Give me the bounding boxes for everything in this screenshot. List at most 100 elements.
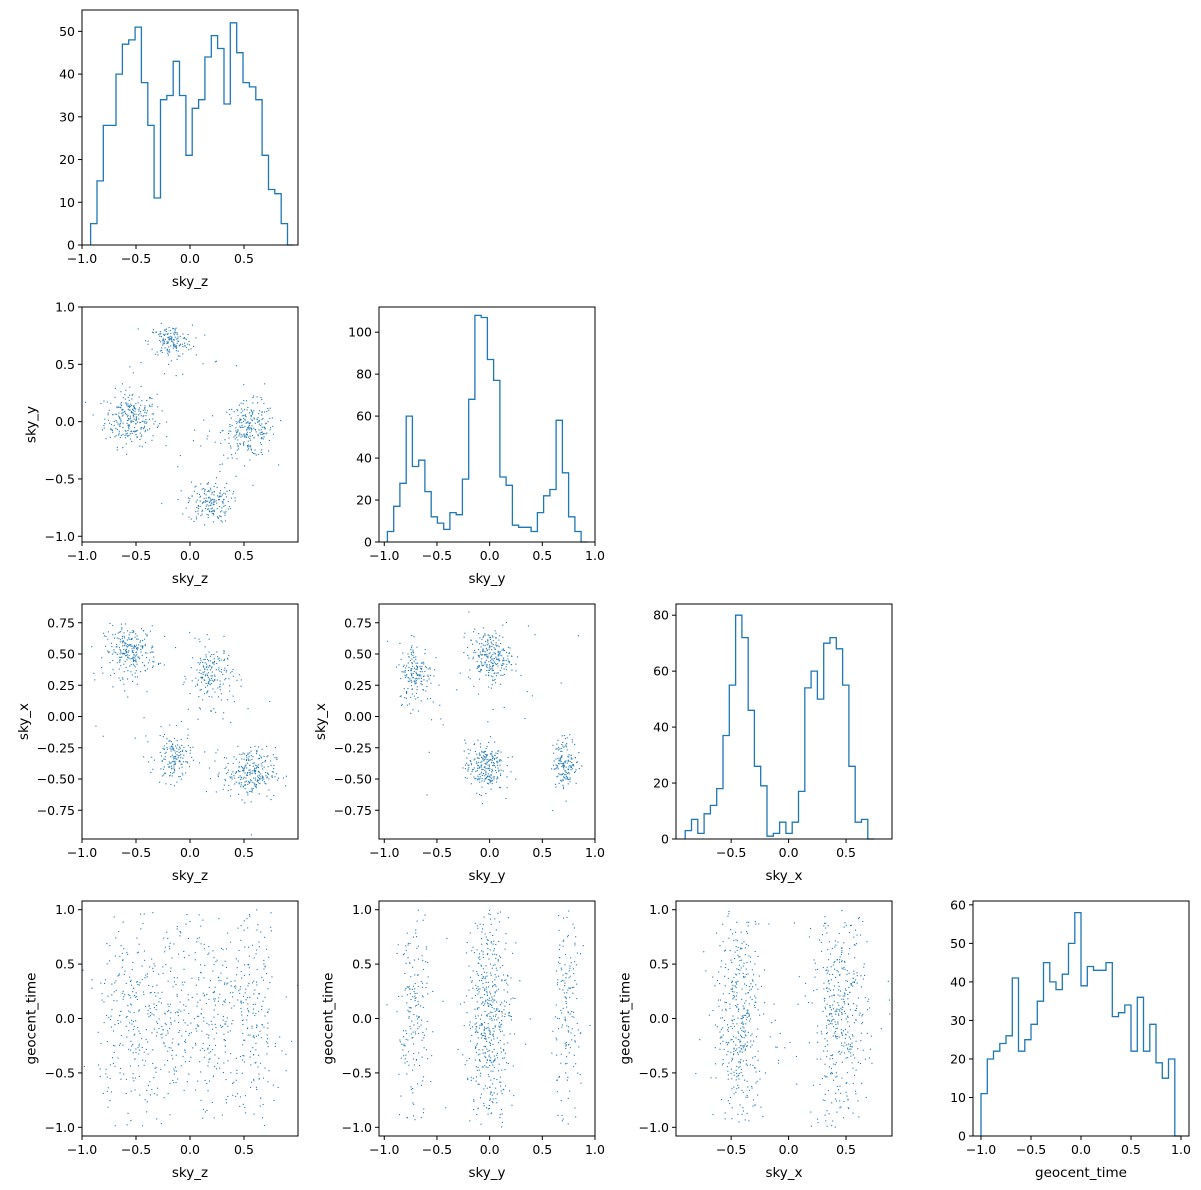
scatter-point xyxy=(217,517,219,519)
scatter-point xyxy=(479,1060,481,1062)
scatter-point xyxy=(223,1033,225,1035)
scatter-point xyxy=(479,923,481,925)
scatter-point xyxy=(743,962,745,964)
scatter-point xyxy=(749,961,751,963)
scatter-point xyxy=(419,674,421,676)
scatter-point xyxy=(502,1057,504,1059)
scatter-point xyxy=(490,777,492,779)
scatter-point xyxy=(244,426,246,428)
scatter-point xyxy=(115,980,117,982)
scatter-point xyxy=(565,744,567,746)
scatter-point xyxy=(151,1013,153,1015)
scatter-point xyxy=(482,757,484,759)
scatter-point xyxy=(489,664,491,666)
scatter-point xyxy=(127,435,129,437)
scatter-point xyxy=(214,1023,216,1025)
scatter-point xyxy=(493,763,495,765)
scatter-point xyxy=(485,986,487,988)
scatter-point xyxy=(843,1101,845,1103)
scatter-point xyxy=(481,1066,483,1068)
scatter-point xyxy=(814,976,816,978)
scatter-point xyxy=(188,1060,190,1062)
scatter-point xyxy=(236,436,238,438)
scatter-point xyxy=(217,495,219,497)
scatter-point xyxy=(495,752,497,754)
scatter-point xyxy=(212,504,214,506)
scatter-point xyxy=(133,631,135,633)
scatter-point xyxy=(480,670,482,672)
scatter-point xyxy=(227,932,229,934)
scatter-point xyxy=(483,1004,485,1006)
scatter-point xyxy=(255,1042,257,1044)
scatter-point xyxy=(477,1031,479,1033)
scatter-point xyxy=(410,680,412,682)
scatter-point xyxy=(486,762,488,764)
scatter-point xyxy=(260,773,262,775)
scatter-point xyxy=(207,483,209,485)
scatter-point xyxy=(430,697,432,699)
scatter-point xyxy=(129,409,131,411)
scatter-point xyxy=(847,1031,849,1033)
scatter-point xyxy=(190,348,192,350)
scatter-point xyxy=(238,766,240,768)
scatter-point xyxy=(125,643,127,645)
scatter-point xyxy=(261,431,263,433)
scatter-point xyxy=(486,1059,488,1061)
scatter-point xyxy=(169,1017,171,1019)
scatter-point xyxy=(560,1053,562,1055)
scatter-point xyxy=(215,961,217,963)
scatter-point xyxy=(572,968,574,970)
scatter-point xyxy=(559,988,561,990)
scatter-point xyxy=(205,686,207,688)
scatter-point xyxy=(255,1049,257,1051)
scatter-point xyxy=(827,1044,829,1046)
y-tick-label: −0.50 xyxy=(37,772,75,787)
scatter-point xyxy=(486,754,488,756)
scatter-point xyxy=(475,1051,477,1053)
scatter-point xyxy=(211,1049,213,1051)
scatter-point xyxy=(534,634,536,636)
scatter-point xyxy=(256,396,258,398)
scatter-point xyxy=(138,658,140,660)
scatter-point xyxy=(199,662,201,664)
scatter-point xyxy=(400,1057,402,1059)
scatter-point xyxy=(746,1016,748,1018)
scatter-point xyxy=(205,667,207,669)
scatter-point xyxy=(473,952,475,954)
scatter-point xyxy=(259,993,261,995)
scatter-point xyxy=(280,420,282,422)
scatter-point xyxy=(194,952,196,954)
scatter-point xyxy=(146,400,148,402)
scatter-point xyxy=(831,995,833,997)
scatter-point xyxy=(260,429,262,431)
scatter-point xyxy=(126,1016,128,1018)
scatter-point xyxy=(200,515,202,517)
scatter-point xyxy=(183,1089,185,1091)
scatter-point xyxy=(190,1022,192,1024)
scatter-point xyxy=(210,500,212,502)
scatter-point xyxy=(169,724,171,726)
scatter-point xyxy=(241,977,243,979)
scatter-point xyxy=(719,1037,721,1039)
scatter-point xyxy=(162,340,164,342)
scatter-point xyxy=(250,1050,252,1052)
scatter-point xyxy=(125,666,127,668)
scatter-point xyxy=(486,972,488,974)
scatter-point xyxy=(506,776,508,778)
scatter-point xyxy=(140,648,142,650)
panel-scatter-sky_y-sky_x: −1.0 −0.5 0.0 0.5 1.0−0.75−0.50−0.250.000.25… xyxy=(313,603,605,884)
scatter-point xyxy=(148,984,150,986)
scatter-point xyxy=(251,425,253,427)
scatter-point xyxy=(135,418,137,420)
scatter-point xyxy=(491,755,493,757)
scatter-point xyxy=(126,646,128,648)
scatter-point xyxy=(417,909,419,911)
scatter-point xyxy=(420,683,422,685)
scatter-point xyxy=(229,776,231,778)
scatter-point xyxy=(121,635,123,637)
scatter-point xyxy=(175,347,177,349)
x-axis-label: sky_z xyxy=(172,571,208,587)
scatter-point xyxy=(821,950,823,952)
scatter-point xyxy=(207,491,209,493)
scatter-point xyxy=(830,966,832,968)
